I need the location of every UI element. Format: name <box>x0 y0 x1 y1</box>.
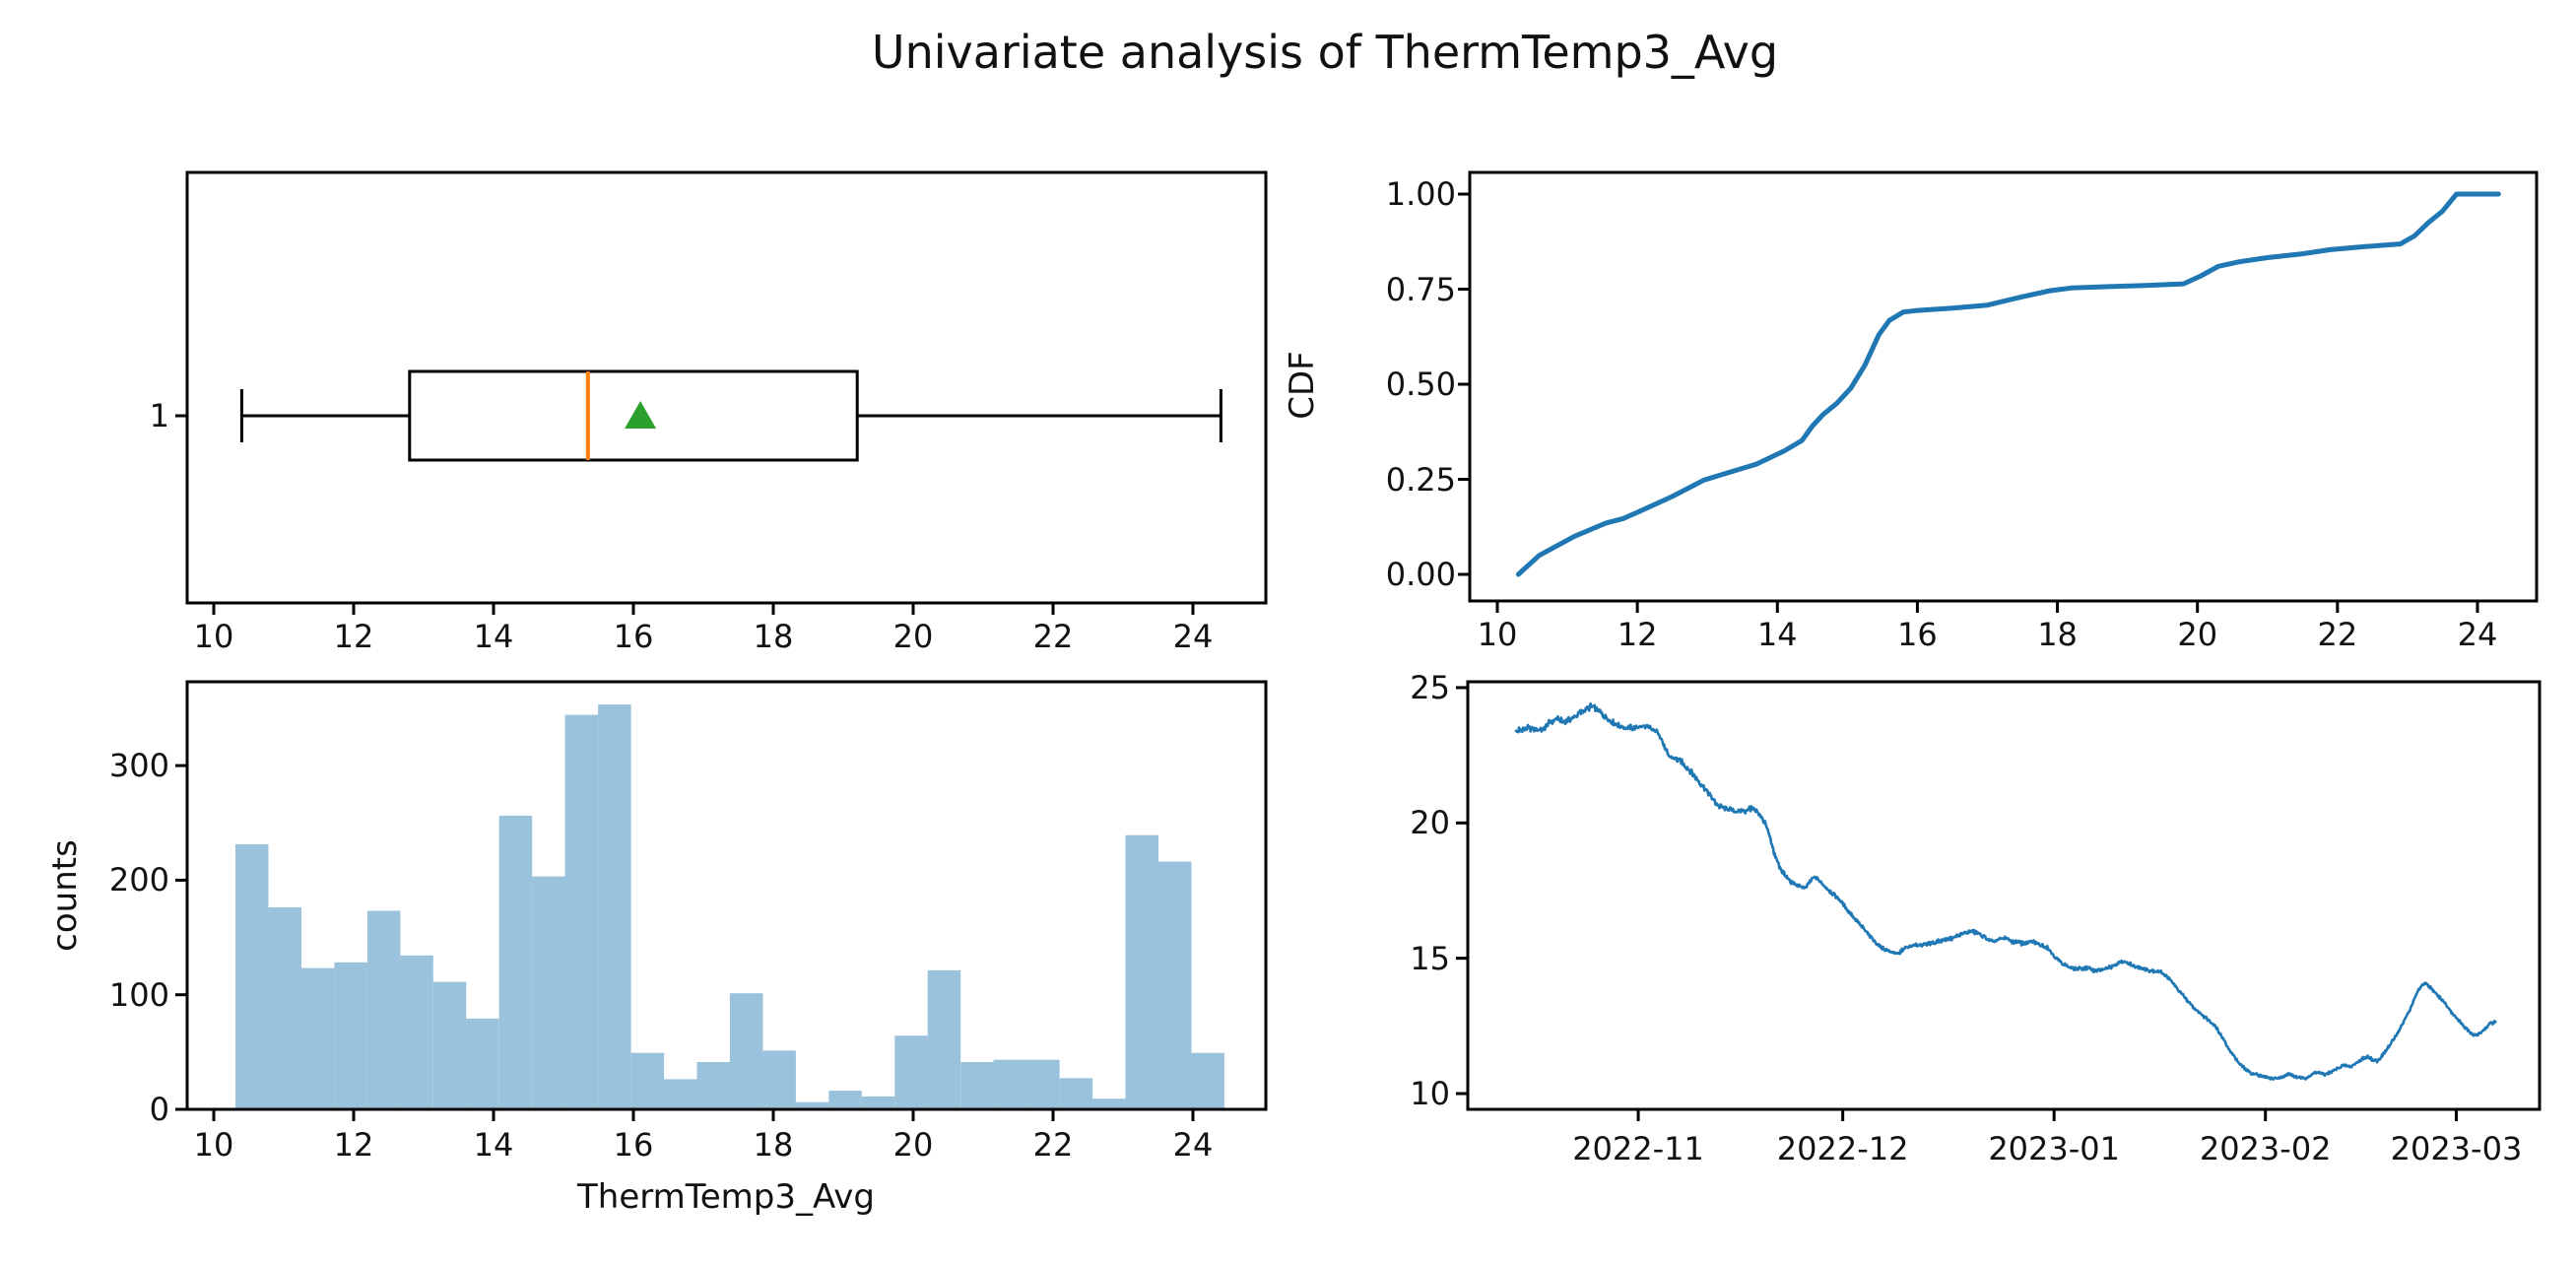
timeseries-y-tick-label: 25 <box>1410 668 1450 706</box>
histogram-x-tick-label: 16 <box>613 1126 654 1164</box>
cdf-x-tick-label: 12 <box>1617 616 1658 653</box>
histogram-y-tick-label: 200 <box>108 861 169 899</box>
histogram-bar <box>729 993 763 1108</box>
timeseries-line <box>1514 701 2497 1081</box>
cdf-x-tick-label: 24 <box>2457 616 2498 653</box>
histogram-bar <box>498 815 533 1108</box>
histogram-bar <box>400 955 433 1108</box>
timeseries-x-tick-label: 2023-03 <box>2390 1130 2523 1167</box>
counts-y-axis-label: counts <box>45 839 85 952</box>
histogram-x-axis-label: ThermTemp3_Avg <box>577 1177 875 1217</box>
boxplot-x-tick-label: 18 <box>753 618 794 655</box>
histogram-x-tick-label: 24 <box>1172 1126 1214 1164</box>
histogram-bar <box>268 907 301 1108</box>
cdf-y-tick-label: 0.50 <box>1385 366 1456 403</box>
cdf-y-tick-label: 0.25 <box>1385 460 1456 499</box>
histogram-bar <box>795 1101 829 1108</box>
cdf-x-tick-label: 22 <box>2317 616 2358 653</box>
histogram-bar <box>334 962 367 1108</box>
histogram-bar <box>1059 1078 1093 1108</box>
histogram-bar <box>1026 1059 1060 1108</box>
histogram-bar <box>432 981 467 1108</box>
timeseries-x-tick-label: 2022-11 <box>1572 1130 1704 1167</box>
timeseries-axes-frame <box>1466 680 2542 1111</box>
cdf-y-tick-label: 1.00 <box>1385 175 1456 213</box>
boxplot-x-tick-label: 12 <box>333 618 374 655</box>
timeseries-x-tick-label: 2023-01 <box>1988 1130 2121 1167</box>
histogram-x-tick-label: 10 <box>193 1126 234 1164</box>
histogram-bar <box>1191 1052 1224 1108</box>
histogram-x-tick-label: 20 <box>892 1126 934 1164</box>
histogram-bar <box>466 1018 499 1108</box>
histogram-bar <box>366 910 401 1108</box>
cdf-x-tick-label: 20 <box>2177 616 2218 653</box>
boxplot-x-tick-label: 24 <box>1172 618 1214 655</box>
timeseries-y-tick-label: 10 <box>1410 1075 1450 1112</box>
histogram-bar <box>894 1035 928 1108</box>
histogram-y-tick-label: 100 <box>108 975 169 1014</box>
timeseries-y-tick-label: 20 <box>1410 804 1450 842</box>
histogram-bar <box>861 1096 895 1108</box>
timeseries-x-tick-label: 2022-12 <box>1776 1130 1909 1167</box>
histogram-bar <box>927 969 961 1108</box>
histogram-bar <box>993 1059 1027 1108</box>
histogram-bar <box>1158 861 1192 1108</box>
boxplot-x-tick-label: 16 <box>613 618 654 655</box>
timeseries-x-tick-label: 2023-02 <box>2199 1130 2332 1167</box>
histogram-bar <box>828 1091 862 1108</box>
cdf-x-tick-label: 10 <box>1477 616 1518 653</box>
histogram-x-tick-label: 14 <box>473 1126 514 1164</box>
histogram-bar <box>598 704 631 1108</box>
histogram-x-tick-label: 12 <box>333 1126 374 1164</box>
boxplot-mean-marker <box>625 401 657 429</box>
boxplot-y-tick-label: 1 <box>149 397 169 434</box>
cdf-x-tick-label: 18 <box>2037 616 2078 653</box>
cdf-x-tick-label: 16 <box>1897 616 1938 653</box>
boxplot-x-tick-label: 22 <box>1032 618 1074 655</box>
histogram-bar <box>960 1062 994 1108</box>
boxplot-x-tick-label: 14 <box>473 618 514 655</box>
histogram-bar <box>300 967 335 1108</box>
boxplot-x-tick-label: 10 <box>193 618 234 655</box>
histogram-y-tick-label: 300 <box>108 747 169 785</box>
figure-title: Univariate analysis of ThermTemp3_Avg <box>871 26 1779 79</box>
histogram-y-tick-label: 0 <box>149 1091 169 1128</box>
cdf-y-tick-label: 0.00 <box>1385 556 1456 593</box>
histogram-bar <box>564 714 599 1108</box>
timeseries-y-tick-label: 15 <box>1410 939 1450 977</box>
cdf-axes-frame <box>1468 170 2539 603</box>
cdf-y-axis-label: CDF <box>1283 351 1322 420</box>
boxplot-axes-frame <box>185 170 1268 605</box>
histogram-x-tick-label: 22 <box>1032 1126 1074 1164</box>
histogram-bar <box>1092 1099 1126 1108</box>
histogram-bar <box>630 1052 665 1108</box>
histogram-axes-frame <box>185 680 1268 1111</box>
histogram-bar <box>762 1050 796 1108</box>
histogram-x-tick-label: 18 <box>753 1126 794 1164</box>
cdf-y-tick-label: 0.75 <box>1385 270 1456 308</box>
histogram-bar <box>235 844 269 1108</box>
histogram-bar <box>696 1062 730 1108</box>
histogram-bar <box>1125 834 1158 1108</box>
boxplot-x-tick-label: 20 <box>892 618 934 655</box>
cdf-x-tick-label: 14 <box>1756 616 1798 653</box>
histogram-bars <box>235 704 1224 1108</box>
histogram-bar <box>532 876 565 1108</box>
histogram-bar <box>664 1079 697 1108</box>
cdf-line <box>1515 191 2501 577</box>
